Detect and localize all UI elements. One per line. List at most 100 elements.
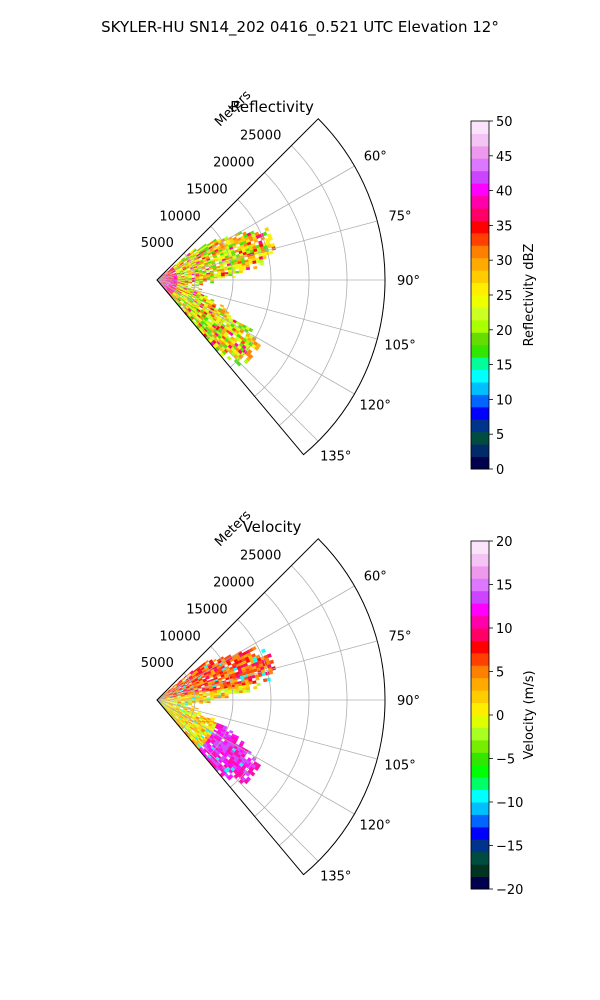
echo-gate <box>177 685 182 688</box>
echo-gate <box>199 665 204 670</box>
echo-gate <box>172 285 177 287</box>
echo-gate <box>217 660 223 664</box>
echo-gate <box>206 726 212 730</box>
echo-gate <box>210 718 215 722</box>
echo-gate <box>217 677 222 681</box>
echo-gate <box>220 665 226 670</box>
echo-gate <box>252 260 257 264</box>
echo-gate <box>208 317 213 321</box>
echo-gate <box>169 284 173 287</box>
echo-gate <box>210 693 214 696</box>
echo-gate <box>203 261 208 264</box>
echo-gate <box>197 292 202 296</box>
echo-gate <box>161 703 165 707</box>
echo-gate <box>204 331 209 337</box>
echo-gate <box>172 272 177 275</box>
echo-gate <box>232 236 238 241</box>
echo-gate <box>200 295 205 298</box>
echo-gate <box>204 736 209 741</box>
echo-gate <box>163 706 168 710</box>
echo-gate <box>245 248 250 252</box>
echo-gate <box>238 239 243 244</box>
echo-gate <box>162 696 167 699</box>
echo-gate <box>210 275 215 278</box>
colorbar-tick-label: 0 <box>496 463 504 478</box>
echo-gate <box>222 307 227 311</box>
echo-gate <box>175 689 180 692</box>
echo-gate <box>223 268 229 271</box>
echo-gate <box>236 657 242 662</box>
echo-gate <box>221 309 226 313</box>
echo-gate <box>242 687 247 691</box>
echo-gate <box>197 323 202 328</box>
echo-gate <box>171 268 175 272</box>
echo-gate <box>178 722 182 727</box>
echo-gate <box>173 698 178 700</box>
colorbar-swatch <box>471 615 489 629</box>
echo-gate <box>177 282 182 285</box>
echo-gate <box>181 299 185 303</box>
echo-gate <box>221 350 227 356</box>
echo-gate <box>206 718 211 722</box>
echo-gate <box>165 704 170 707</box>
echo-gate <box>202 329 207 334</box>
echo-gate <box>186 266 190 269</box>
range-tick-label: 15000 <box>186 602 227 617</box>
echo-gate <box>185 304 190 309</box>
echo-gate <box>229 666 234 671</box>
echo-gate <box>195 735 200 740</box>
echo-gate <box>220 688 225 692</box>
echo-gate <box>170 268 175 271</box>
echo-gate <box>174 268 179 271</box>
echo-gate <box>164 285 169 288</box>
echo-gate <box>177 275 181 277</box>
echo-gate <box>199 725 204 729</box>
echo-gate <box>184 704 189 707</box>
echo-gate <box>191 315 195 319</box>
echo-gate <box>200 254 205 258</box>
echo-gate <box>205 746 210 751</box>
echo-gate <box>196 682 201 686</box>
echo-gate <box>180 694 185 697</box>
colorbar-swatch <box>471 319 489 333</box>
echo-gate <box>180 696 185 698</box>
echo-gate <box>222 249 227 253</box>
echo-gate <box>180 695 185 697</box>
echo-gate <box>237 680 242 685</box>
echo-gate <box>179 300 184 305</box>
range-tick-label: 5000 <box>141 236 174 251</box>
echo-gate <box>193 670 198 674</box>
echo-gate <box>226 263 231 267</box>
colorbar-swatch <box>471 394 489 408</box>
echo-gate <box>166 275 170 278</box>
echo-gate <box>177 264 181 268</box>
colorbar-swatch <box>471 332 489 346</box>
echo-gate <box>205 247 210 252</box>
echo-gate <box>220 272 225 275</box>
echo-gate <box>236 258 242 262</box>
echo-gate <box>210 761 215 766</box>
echo-gate <box>195 304 200 308</box>
echo-gate <box>211 324 217 329</box>
echo-gate <box>181 292 186 295</box>
echo-gate <box>169 705 173 707</box>
echo-gate <box>194 690 199 693</box>
echo-gate <box>162 276 167 279</box>
echo-gate <box>210 668 215 673</box>
echo-gate <box>216 760 221 766</box>
echo-gate <box>169 703 174 706</box>
echo-gate <box>211 319 216 324</box>
echo-gate <box>223 684 228 687</box>
echo-gate <box>199 297 204 301</box>
echo-gate <box>254 345 260 351</box>
echo-gate <box>190 725 195 729</box>
echo-gate <box>206 275 211 278</box>
echo-gate <box>205 269 210 272</box>
echo-gate <box>216 311 221 315</box>
echo-gate <box>191 319 196 324</box>
echo-gate <box>196 683 201 687</box>
echo-gate <box>220 674 225 678</box>
echo-gate <box>223 686 228 689</box>
echo-gate <box>238 762 244 768</box>
echo-gate <box>213 693 218 696</box>
